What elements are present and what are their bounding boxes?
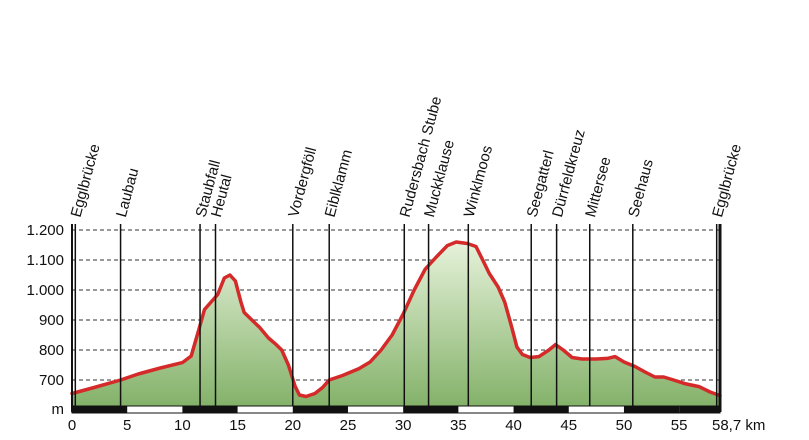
waypoint-label-11: Mittersee xyxy=(582,155,614,219)
x-axis-band-seg-0 xyxy=(72,406,128,413)
waypoint-label-8: Winklmoos xyxy=(461,144,496,219)
x-axis-band-seg-end xyxy=(679,406,720,413)
x-axis-band-frame xyxy=(71,405,721,414)
x-tick-label-11: 55 xyxy=(671,417,688,434)
y-tick-label-0: 700 xyxy=(39,372,64,389)
y-unit-label: m xyxy=(52,401,65,418)
waypoint-label-13: Egglbrücke xyxy=(709,142,745,219)
profile-line xyxy=(70,240,722,399)
x-tick-label-5: 25 xyxy=(340,417,357,434)
x-tick-label-4: 20 xyxy=(284,417,301,434)
x-tick-label-3: 15 xyxy=(229,417,246,434)
waypoint-label-10: Dürrfeldkreuz xyxy=(549,128,589,219)
x-tick-label-7: 35 xyxy=(450,417,467,434)
waypoint-label-4: Vordergföll xyxy=(285,145,320,219)
y-tick-label-3: 1.000 xyxy=(26,282,64,299)
x-tick-label-8: 40 xyxy=(505,417,522,434)
profile-fill xyxy=(72,242,720,406)
y-tick-label-5: 1.200 xyxy=(26,222,64,239)
y-tick-label-4: 1.100 xyxy=(26,252,64,269)
y-tick-label-2: 900 xyxy=(39,312,64,329)
waypoint-label-12: Seehaus xyxy=(625,157,657,219)
x-axis-band-seg-50 xyxy=(623,406,680,413)
waypoint-label-5: Eiblklamm xyxy=(322,148,356,219)
x-axis-band-seg-30 xyxy=(403,406,459,413)
waypoint-label-1: Laubau xyxy=(113,166,142,219)
x-tick-label-1: 5 xyxy=(123,417,131,434)
x-tick-label-9: 45 xyxy=(560,417,577,434)
x-tick-label-10: 50 xyxy=(616,417,633,434)
x-axis-band-seg-40 xyxy=(513,406,569,413)
x-tick-label-12: 58,7 km xyxy=(712,417,765,434)
y-tick-labels: 700 800 900 1.000 1.100 1.200 m xyxy=(26,222,64,418)
x-tick-label-6: 30 xyxy=(395,417,412,434)
waypoint-label-0: Egglbrücke xyxy=(68,142,104,219)
x-tick-label-2: 10 xyxy=(174,417,191,434)
profile-area xyxy=(70,240,722,406)
waypoint-lines xyxy=(74,224,718,406)
y-tick-label-1: 800 xyxy=(39,342,64,359)
x-tick-labels: 0 5 10 15 20 25 30 35 40 45 50 55 58,7 km xyxy=(68,417,766,434)
x-axis-band-seg-10 xyxy=(182,406,238,413)
x-tick-label-0: 0 xyxy=(68,417,76,434)
x-axis-band xyxy=(71,224,722,414)
x-axis-band-seg-20 xyxy=(292,406,348,413)
